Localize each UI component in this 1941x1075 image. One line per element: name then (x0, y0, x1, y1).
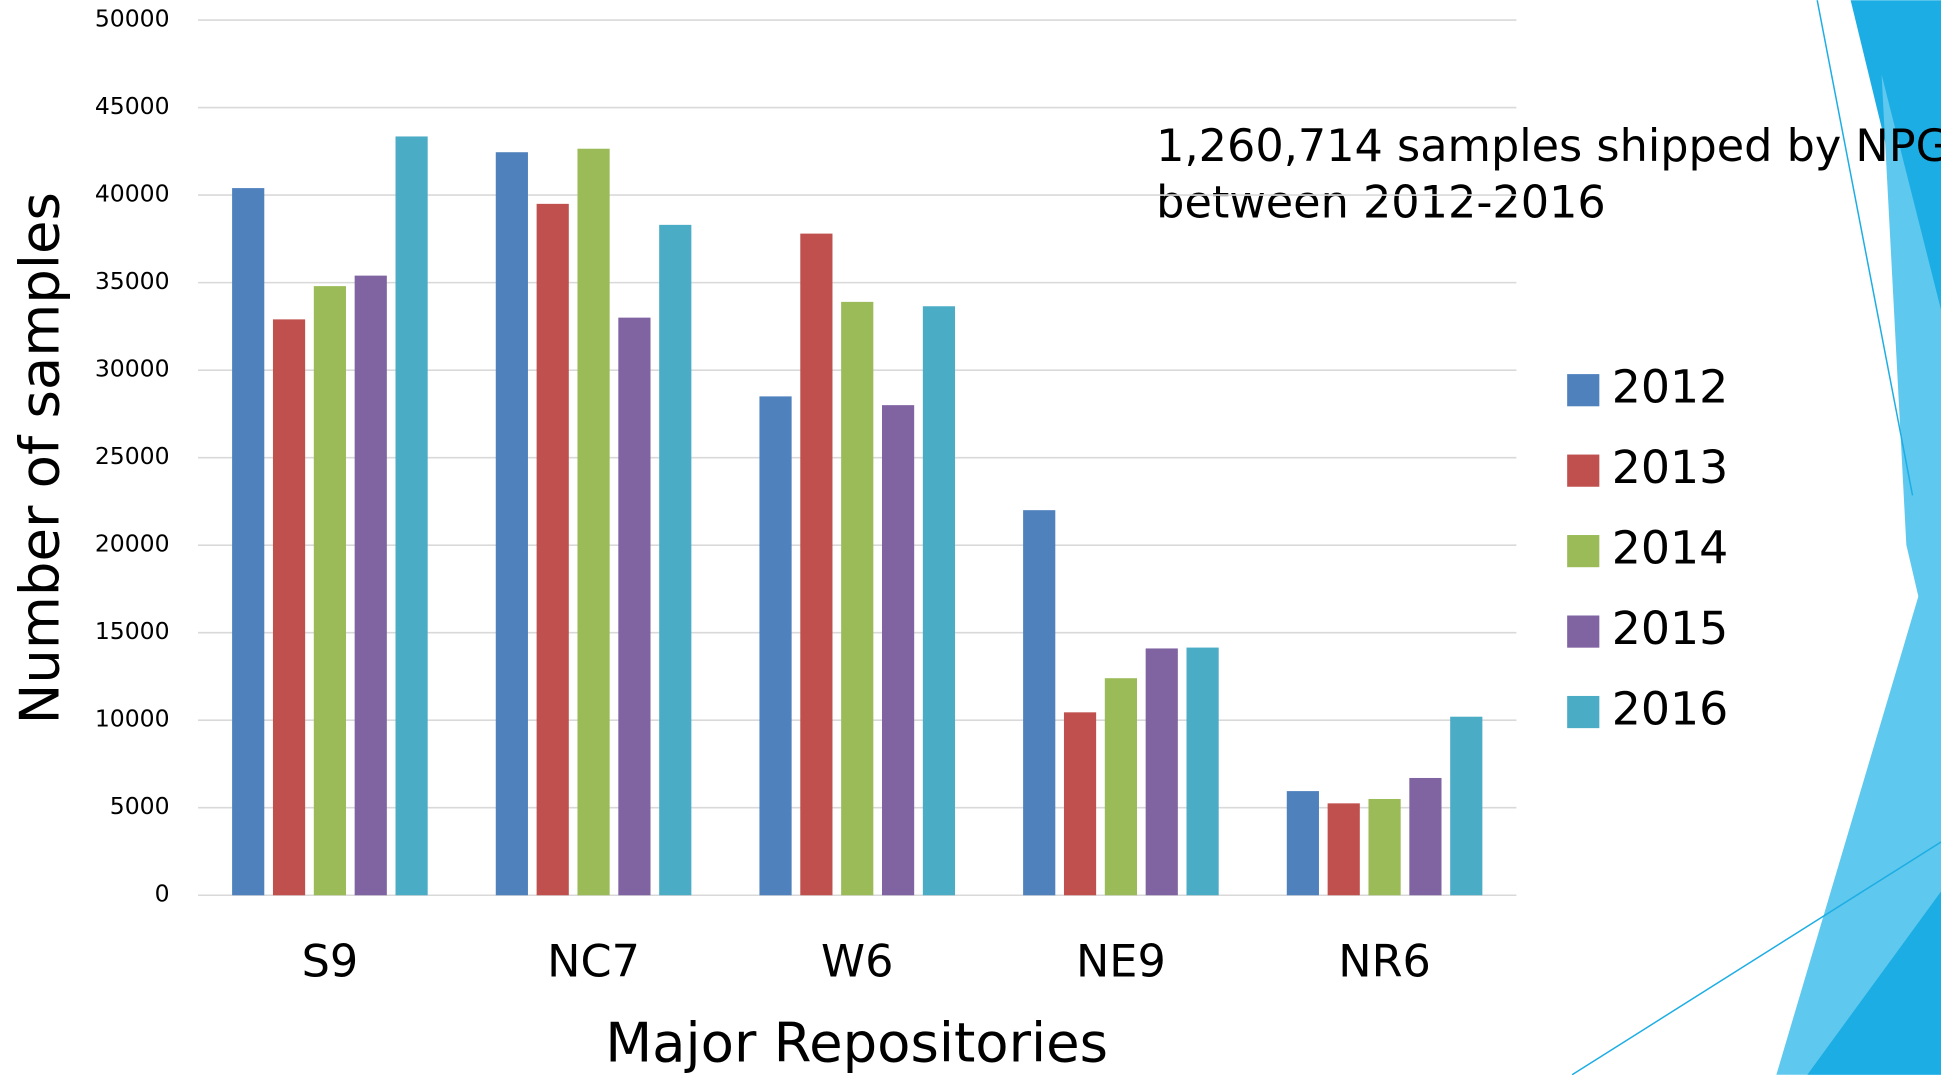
bar (1063, 712, 1097, 896)
deco-shape (1807, 891, 1941, 1075)
legend-swatch (1567, 615, 1600, 648)
bar (1409, 777, 1442, 896)
bar (618, 317, 651, 896)
legend-label: 2012 (1612, 360, 1729, 414)
x-tick-label: NE9 (1076, 936, 1166, 988)
y-tick-label: 10000 (95, 705, 170, 733)
deco-shape (1881, 74, 1941, 694)
legend-label: 2013 (1612, 440, 1729, 494)
bar (922, 306, 956, 896)
y-tick-label: 40000 (95, 180, 170, 208)
bar (1104, 678, 1137, 896)
y-tick-label: 35000 (95, 267, 170, 295)
bar (1186, 647, 1219, 896)
bar (1450, 716, 1483, 896)
bar (495, 152, 528, 896)
x-tick-label: NR6 (1338, 936, 1431, 988)
bar (659, 224, 692, 896)
bar (1023, 510, 1056, 896)
y-tick-label: 45000 (95, 92, 170, 120)
bar (272, 319, 306, 896)
bar (313, 286, 346, 896)
deco-line (1816, 0, 1914, 496)
x-tick-label: W6 (821, 936, 893, 988)
y-tick-label: 0 (155, 880, 170, 908)
bar (1327, 803, 1360, 896)
bar (841, 301, 874, 896)
annotation: 1,260,714 samples shipped by NPGS (1156, 120, 1941, 172)
y-axis-title: Number of samples (7, 192, 71, 724)
legend-swatch (1567, 454, 1600, 487)
legend-label: 2016 (1612, 682, 1729, 736)
y-tick-label: 50000 (95, 5, 170, 33)
bar (1145, 648, 1178, 896)
bar (1286, 791, 1319, 896)
y-tick-label: 30000 (95, 355, 170, 383)
y-tick-label: 15000 (95, 617, 170, 645)
bar (1368, 798, 1401, 896)
legend-label: 2015 (1612, 601, 1729, 655)
bar (232, 188, 265, 896)
bar (577, 148, 610, 896)
bar (881, 405, 915, 896)
legend-label: 2014 (1612, 521, 1729, 575)
annotation: between 2012-2016 (1156, 177, 1606, 229)
bar (395, 136, 428, 896)
legend-swatch (1567, 374, 1600, 407)
x-axis-title: Major Repositories (605, 1010, 1108, 1074)
bar (800, 233, 833, 896)
bar (759, 396, 792, 896)
y-tick-label: 25000 (95, 442, 170, 470)
y-tick-label: 20000 (95, 530, 170, 558)
legend-swatch (1567, 535, 1600, 568)
bar (536, 203, 569, 896)
y-tick-label: 5000 (110, 792, 170, 820)
x-tick-label: S9 (302, 936, 359, 988)
x-tick-label: NC7 (547, 936, 640, 988)
legend-swatch (1567, 695, 1600, 729)
deco-shape (1776, 520, 1941, 1075)
deco-line (1571, 841, 1941, 1075)
decoration (1571, 0, 1941, 1075)
bar (354, 275, 387, 896)
